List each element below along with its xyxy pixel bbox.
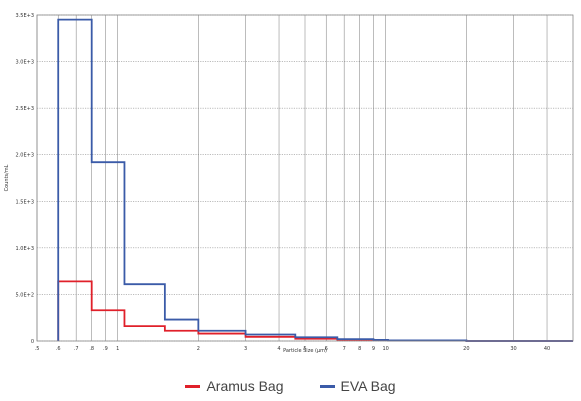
y-axis-title: Counts/mL	[4, 164, 10, 191]
x-tick-label: .7	[74, 346, 79, 352]
x-tick-label: 3	[244, 346, 247, 352]
x-tick-label: .9	[103, 346, 108, 352]
legend-item-eva-bag: EVA Bag	[319, 378, 396, 394]
y-tick-label: 5.0E+2	[16, 292, 34, 298]
y-tick-label: 3.5E+3	[16, 13, 34, 19]
series-line-eva-bag	[57, 18, 573, 342]
legend-label-eva-bag: EVA Bag	[340, 378, 396, 394]
series-layer	[57, 18, 573, 342]
legend-swatch-aramus-bag	[185, 384, 201, 388]
legend-label-aramus-bag: Aramus Bag	[206, 378, 284, 394]
x-tick-label: 20	[463, 346, 469, 352]
x-tick-label: 40	[544, 346, 550, 352]
plot-area-border	[36, 14, 574, 342]
y-tick-label: 1.0E+3	[16, 246, 34, 252]
y-tick-label: 3.0E+3	[16, 60, 34, 66]
y-tick-label: 2.0E+3	[16, 153, 34, 159]
x-tick-label: .6	[56, 346, 61, 352]
legend-swatch-eva-bag	[319, 384, 335, 388]
x-tick-label: 10	[382, 346, 388, 352]
legend-item-aramus-bag: Aramus Bag	[185, 378, 284, 394]
y-tick-label: 2.5E+3	[16, 106, 34, 112]
legend: Aramus Bag EVA Bag	[0, 377, 581, 395]
tick-labels: .5 .6 .7 .8 .9 1 2 3 4 5 6 7 8 9 10 20 30 40 0 5.0E+2 1.0E+3…	[16, 13, 551, 352]
x-tick-label: 4	[277, 346, 280, 352]
y-tick-label: 0	[31, 339, 34, 345]
x-axis-title: Particle Size (µm)	[283, 348, 327, 354]
x-tick-label: 8	[358, 346, 361, 352]
x-tick-label: .5	[35, 346, 40, 352]
x-tick-label: 9	[372, 346, 375, 352]
x-tick-label: 6	[325, 346, 328, 352]
x-tick-label: 7	[343, 346, 346, 352]
y-tick-label: 1.5E+3	[16, 199, 34, 205]
x-tick-label: 30	[510, 346, 516, 352]
x-tick-label: 1	[116, 346, 119, 352]
x-tick-label: .8	[89, 346, 94, 352]
x-tick-label: 5	[303, 346, 306, 352]
x-tick-label: 2	[197, 346, 200, 352]
